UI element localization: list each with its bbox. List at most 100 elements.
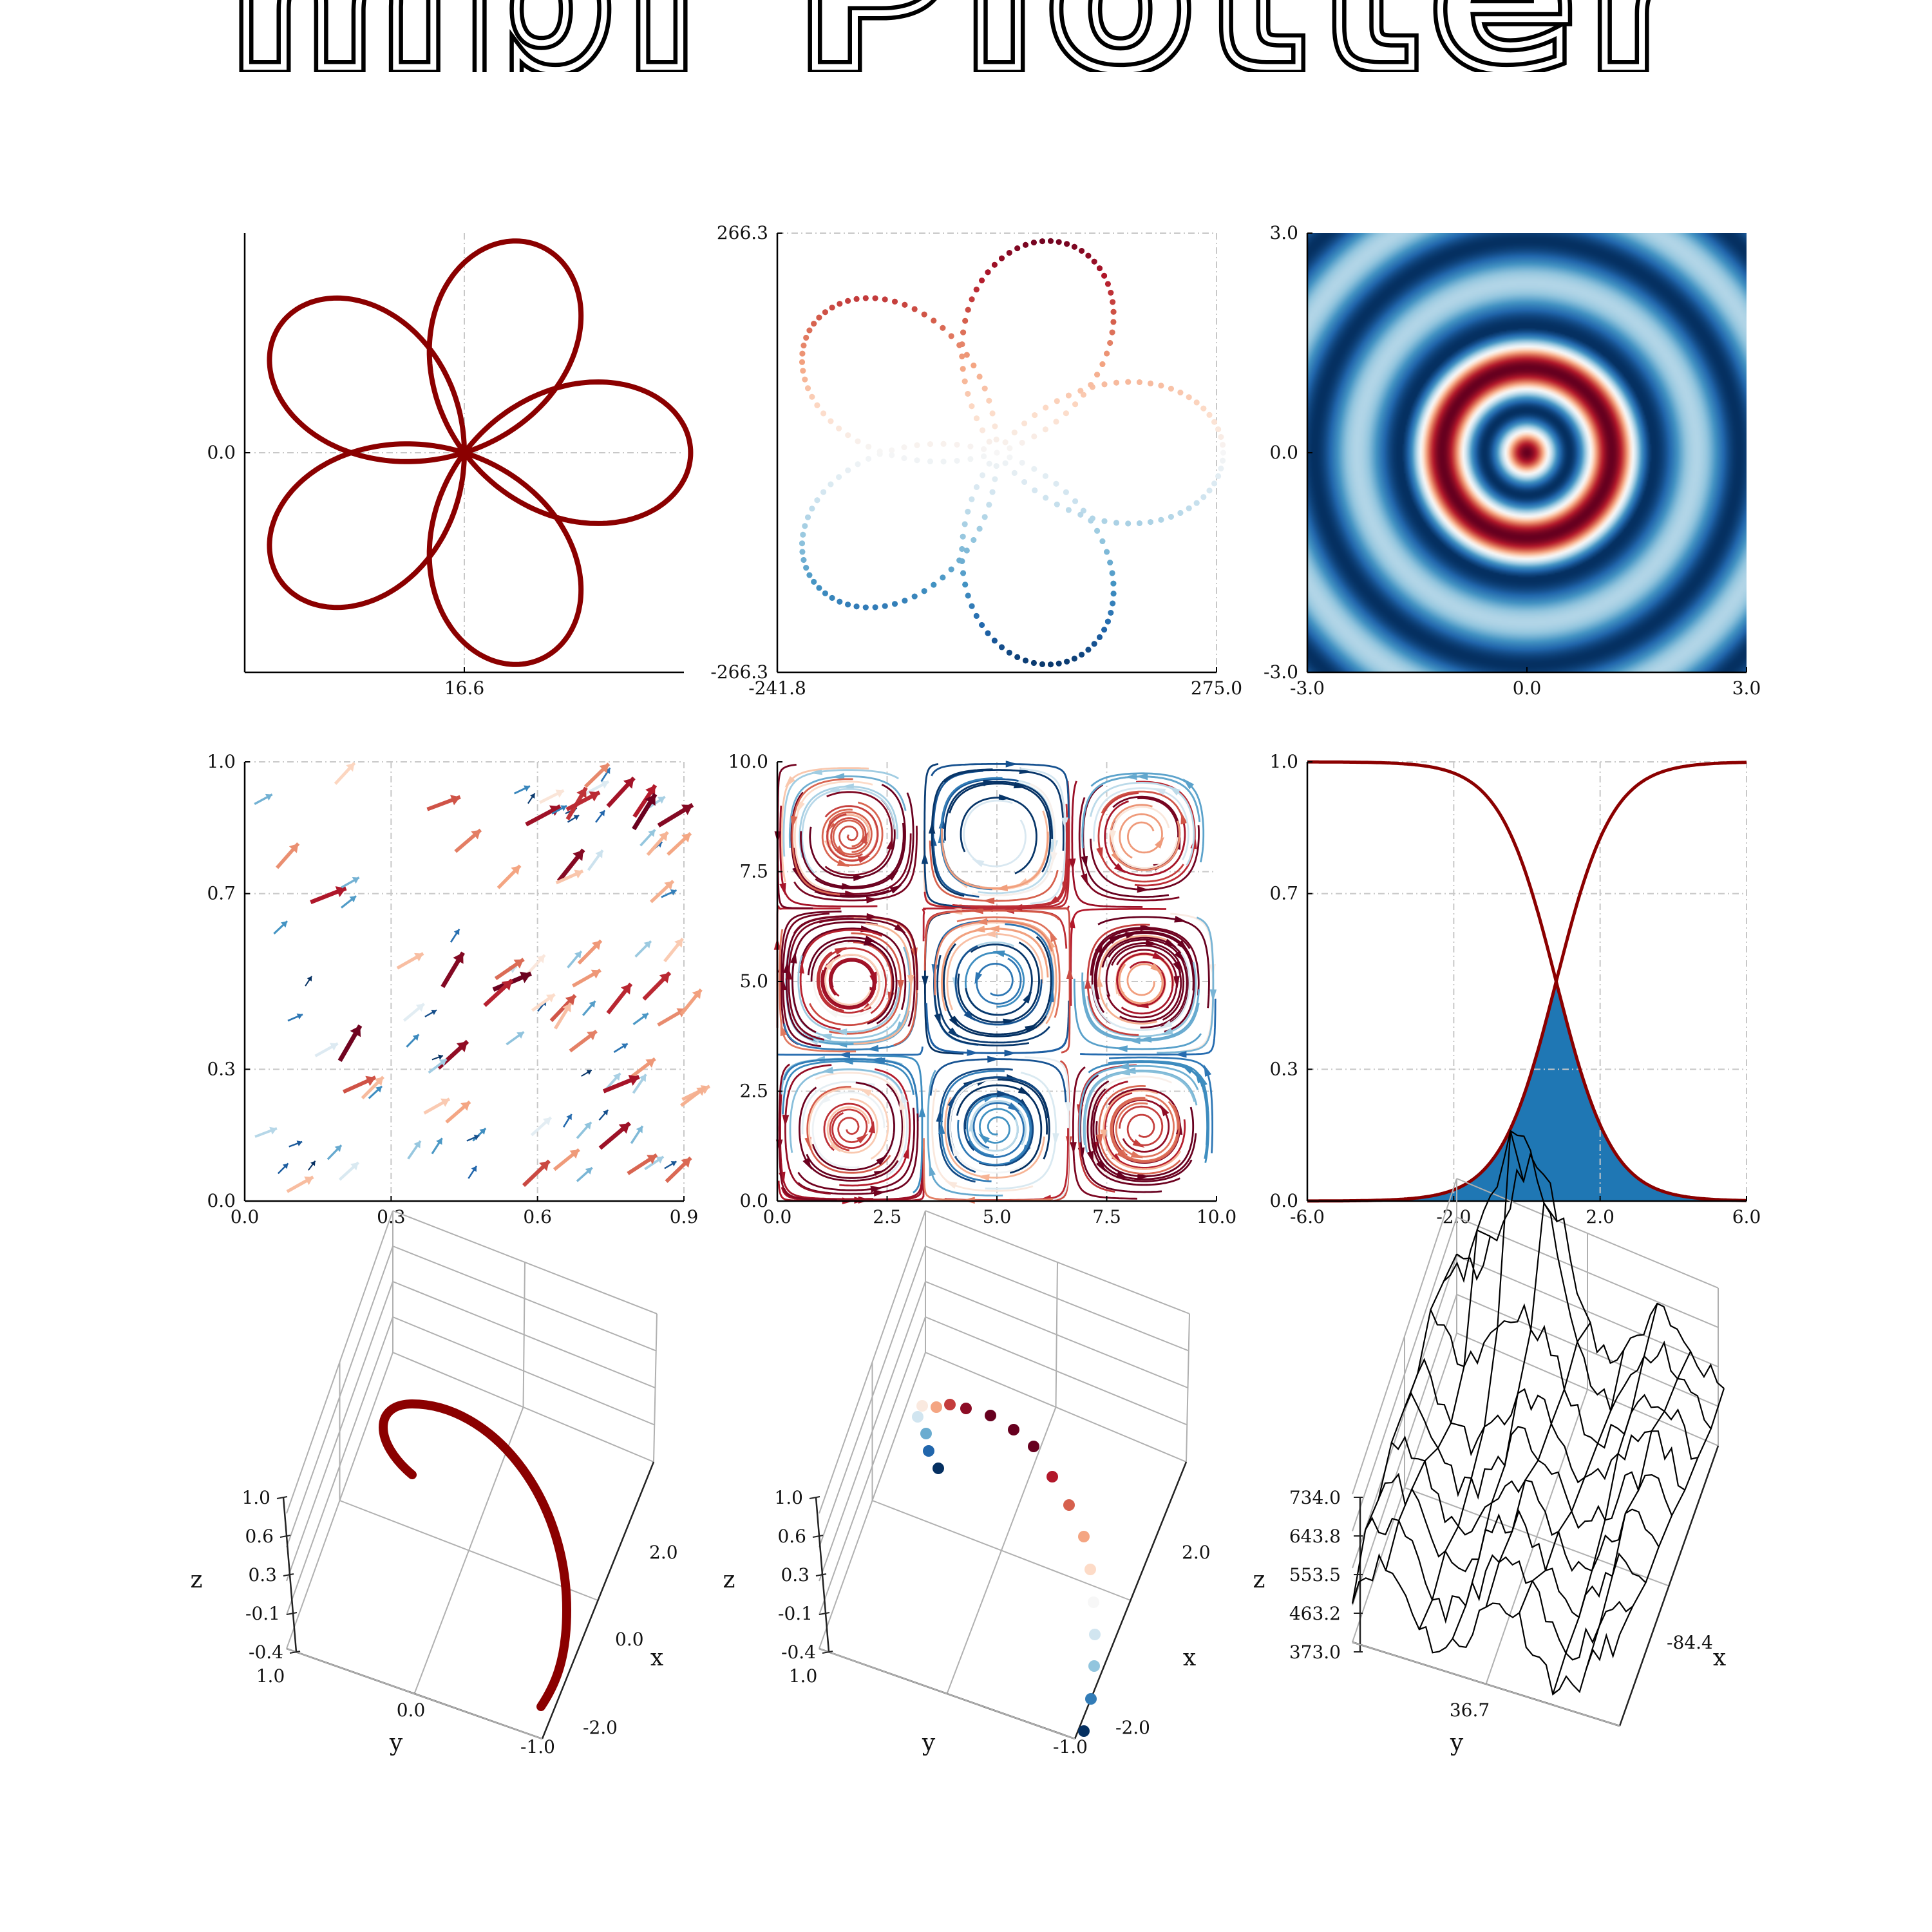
scatter-point [902, 301, 908, 308]
scatter-point [1168, 386, 1174, 392]
scatter-point [1002, 439, 1009, 446]
streamline-arrow [967, 1049, 980, 1056]
streamline-arrow [1081, 855, 1088, 869]
y-tick-label: 0.0 [397, 1700, 426, 1721]
scatter-point [1006, 250, 1012, 256]
streamline [1086, 923, 1150, 1036]
scatter-point [1097, 634, 1103, 640]
scatter-point [1109, 329, 1115, 336]
scatter-point [872, 295, 878, 301]
streamline-arrow [853, 874, 866, 882]
streamline [797, 955, 900, 1033]
streamline-arrow [1115, 1045, 1128, 1052]
quiver-head [265, 793, 272, 801]
streamline-arrow [971, 907, 983, 914]
scatter-point [837, 301, 843, 307]
streamline [971, 783, 1056, 896]
scatter-point [828, 418, 834, 424]
scatter-point [961, 378, 968, 384]
streamline [1019, 1060, 1070, 1202]
scatter-point [911, 306, 918, 312]
scatter-point [809, 393, 815, 400]
scatter-point [921, 588, 927, 594]
y-tick-label: 0.7 [1269, 883, 1298, 904]
scatter-point [985, 630, 991, 636]
figure-title-inner: mpl Plotter [229, 0, 1703, 117]
x-tick-label: 2.0 [649, 1542, 678, 1563]
scatter-point [940, 440, 947, 447]
streamline-arrow [1177, 940, 1189, 951]
quiver-head [473, 1134, 480, 1141]
streamline [791, 921, 878, 1034]
scatter-point [1211, 480, 1218, 487]
wireframe-line [1418, 1130, 1524, 1630]
scatter-point [974, 415, 980, 422]
streamline [929, 840, 1059, 902]
scatter-point [845, 432, 851, 439]
z-tick-label: 463.2 [1289, 1603, 1341, 1624]
streamline [1071, 781, 1143, 908]
scatter-point [1042, 473, 1048, 479]
streamline-arrow [779, 882, 786, 896]
quiver-head [513, 959, 524, 969]
scatter-point [1104, 618, 1111, 625]
streamline-arrow [1113, 863, 1126, 874]
quiver-head [350, 1025, 361, 1037]
quiver-head [536, 954, 545, 963]
streamline-arrow [870, 1186, 883, 1193]
scatter-point [1080, 392, 1086, 398]
streamline [929, 1058, 1067, 1103]
streamline-arrow [819, 1094, 831, 1105]
quiver-head [546, 994, 555, 1003]
streamline-arrow [825, 958, 835, 971]
quiver-head [307, 976, 312, 981]
scatter-point [1011, 469, 1018, 476]
quiver-head [670, 889, 677, 896]
streamline [779, 805, 878, 907]
streamline-arrow [1128, 1037, 1141, 1045]
scatter-point [1091, 641, 1097, 647]
quiver-head [549, 805, 561, 816]
scatter-point [845, 298, 851, 304]
scatter-point [1206, 488, 1213, 494]
quiver-head [573, 849, 583, 862]
scatter-point [1048, 661, 1054, 668]
scatter-point [1125, 379, 1132, 385]
panel-scatter-3d: -0.4 -0.1 0.3 0.6 1.0 1.0 -1.0 -2.0 2.0 x y z [723, 1210, 1211, 1757]
quiver-head [586, 1070, 592, 1075]
streamline [1110, 1097, 1180, 1163]
streamline-arrow [1150, 963, 1162, 973]
streamline-arrow [951, 1144, 960, 1157]
scatter-point [1007, 454, 1013, 460]
quiver-head [670, 1161, 677, 1167]
scatter-point [1048, 238, 1054, 244]
streamline-arrow [975, 918, 988, 925]
scatter-point [961, 521, 968, 527]
x-axis-label: x [650, 1645, 663, 1671]
heatmap-image [1307, 233, 1747, 672]
streamline-arrow [1174, 950, 1185, 962]
scatter-point [829, 305, 835, 311]
z-tick-label: 1.0 [774, 1487, 803, 1508]
x-tick-label: 6.0 [1732, 1206, 1761, 1227]
scatter-point [820, 410, 827, 417]
scatter-point [967, 443, 974, 450]
scatter-point [806, 572, 813, 578]
scatter-point [1031, 433, 1037, 440]
z-tick-label: 0.3 [248, 1564, 277, 1586]
streamline-arrow [1118, 1068, 1131, 1075]
streamline-arrow [901, 1091, 908, 1104]
streamline-arrow [887, 870, 899, 881]
scatter-point [962, 317, 969, 324]
quiver-head [438, 1054, 443, 1060]
y-tick-label: 1.0 [789, 1665, 818, 1687]
z-tick-mark [276, 1496, 288, 1499]
streamline [784, 1058, 919, 1121]
streamline [1031, 907, 1071, 1054]
scatter-point [992, 423, 998, 430]
streamline-arrow [835, 845, 846, 857]
quiver-head [566, 1113, 572, 1121]
scatter-point [1136, 520, 1142, 526]
rose-curve [267, 238, 694, 667]
quiver-head [296, 1141, 303, 1146]
